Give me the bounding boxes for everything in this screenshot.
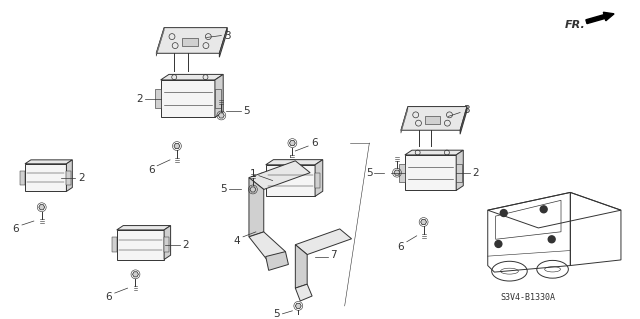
- Polygon shape: [116, 230, 164, 260]
- Polygon shape: [399, 164, 405, 182]
- Polygon shape: [260, 173, 266, 189]
- Polygon shape: [315, 173, 320, 189]
- Text: FR.: FR.: [564, 20, 586, 30]
- Polygon shape: [295, 284, 312, 301]
- Text: 2: 2: [136, 94, 143, 104]
- Polygon shape: [315, 160, 323, 197]
- Text: 6: 6: [311, 138, 317, 148]
- Circle shape: [540, 206, 547, 213]
- Polygon shape: [249, 232, 285, 264]
- Text: 3: 3: [463, 105, 469, 115]
- Polygon shape: [460, 107, 467, 134]
- Text: 6: 6: [106, 292, 112, 302]
- Polygon shape: [155, 89, 161, 108]
- Text: 6: 6: [148, 165, 155, 175]
- Polygon shape: [174, 144, 180, 149]
- Polygon shape: [156, 28, 227, 53]
- Polygon shape: [249, 178, 264, 237]
- Polygon shape: [266, 252, 289, 271]
- Polygon shape: [289, 140, 295, 146]
- Text: 6: 6: [12, 224, 19, 234]
- Polygon shape: [456, 150, 463, 190]
- Text: 4: 4: [234, 236, 241, 246]
- Text: 2: 2: [472, 168, 479, 178]
- Polygon shape: [401, 107, 408, 133]
- Polygon shape: [164, 237, 169, 252]
- Text: 5: 5: [220, 184, 227, 195]
- Polygon shape: [20, 171, 25, 184]
- Polygon shape: [67, 171, 71, 184]
- Polygon shape: [25, 160, 72, 164]
- Text: 2: 2: [78, 173, 84, 182]
- Text: 2: 2: [182, 240, 189, 250]
- Polygon shape: [250, 187, 256, 192]
- Polygon shape: [67, 160, 72, 191]
- Polygon shape: [25, 164, 67, 191]
- Text: 5: 5: [273, 309, 280, 319]
- Polygon shape: [456, 164, 462, 182]
- Text: S3V4-B1330A: S3V4-B1330A: [500, 293, 556, 302]
- Polygon shape: [420, 219, 427, 225]
- Polygon shape: [39, 205, 45, 210]
- Polygon shape: [405, 155, 456, 190]
- Circle shape: [500, 210, 507, 217]
- Polygon shape: [295, 245, 307, 288]
- Polygon shape: [295, 303, 301, 308]
- Text: 6: 6: [397, 242, 404, 252]
- Text: 5: 5: [366, 168, 372, 178]
- Polygon shape: [164, 226, 171, 260]
- Text: 5: 5: [244, 106, 250, 115]
- Polygon shape: [112, 237, 116, 252]
- Polygon shape: [132, 272, 138, 277]
- Polygon shape: [220, 28, 227, 57]
- Polygon shape: [266, 160, 323, 165]
- Polygon shape: [215, 74, 223, 117]
- Text: 7: 7: [330, 249, 337, 260]
- Polygon shape: [266, 165, 315, 197]
- Polygon shape: [394, 170, 400, 175]
- FancyArrow shape: [586, 12, 614, 24]
- Polygon shape: [161, 74, 223, 80]
- Polygon shape: [161, 80, 215, 117]
- Polygon shape: [405, 150, 463, 155]
- Polygon shape: [401, 107, 467, 130]
- Polygon shape: [295, 229, 351, 255]
- Polygon shape: [156, 28, 164, 56]
- Polygon shape: [215, 89, 221, 108]
- Circle shape: [495, 241, 502, 248]
- Bar: [182, 38, 198, 46]
- Circle shape: [548, 236, 555, 243]
- Polygon shape: [249, 161, 310, 189]
- Text: 1: 1: [250, 169, 256, 179]
- Polygon shape: [116, 226, 171, 230]
- Text: 3: 3: [224, 31, 230, 41]
- Polygon shape: [218, 113, 224, 118]
- Bar: [425, 116, 440, 124]
